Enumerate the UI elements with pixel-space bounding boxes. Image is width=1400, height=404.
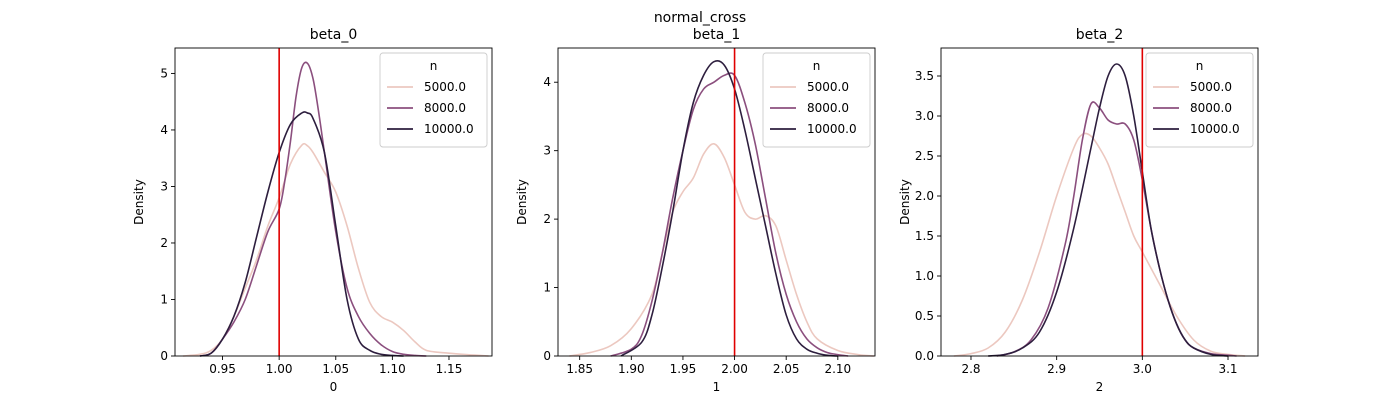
legend-entry-label: 8000.0	[424, 101, 466, 115]
axes-frame	[940, 47, 1259, 357]
y-tick-label: 3	[543, 144, 551, 158]
legend-entry-label: 10000.0	[807, 122, 857, 136]
x-tick-label: 2.05	[773, 362, 800, 376]
legend-title: n	[813, 59, 821, 73]
legend-entry-label: 10000.0	[424, 122, 474, 136]
chart-panel-beta-2: 2.8 2.9 3.0 3.1 0.0 0.5 1.0 1.5 2.0 2.5 3.0 3.5 beta…	[898, 27, 1259, 394]
legend-title: n	[430, 59, 438, 73]
y-tick-label: 1	[160, 292, 168, 306]
chart-panel-beta-1: 1.85 1.90 1.95 2.00 2.05 2.10 0 1 2 3 4 beta_1 1 Dens…	[515, 27, 876, 394]
series-line-8000-0	[199, 61, 427, 357]
y-axis-label: Density	[515, 179, 529, 225]
legend-entry-label: 5000.0	[807, 80, 849, 94]
x-tick-label: 1.15	[436, 362, 463, 376]
x-tick-label: 1.10	[379, 362, 406, 376]
x-tick-label: 2.10	[824, 362, 851, 376]
chart-title: beta_2	[1076, 27, 1123, 43]
x-tick-label: 0.95	[209, 362, 236, 376]
y-tick-label: 2.0	[915, 189, 934, 203]
y-tick-label: 1.0	[915, 269, 934, 283]
x-tick-label: 1.95	[670, 362, 697, 376]
series-line-5000-0	[182, 142, 489, 357]
x-tick-label: 3.0	[1133, 362, 1152, 376]
y-tick-label: 0.0	[915, 349, 934, 363]
legend-box	[379, 52, 488, 148]
x-tick-label: 3.1	[1218, 362, 1237, 376]
x-tick-label: 1.85	[566, 362, 593, 376]
y-tick-label: 0.5	[915, 309, 934, 323]
x-tick-label: 1.00	[266, 362, 293, 376]
x-axis-label: 2	[1096, 380, 1104, 394]
x-tick-label: 1.05	[322, 362, 349, 376]
y-tick-label: 0	[160, 349, 168, 363]
y-tick-label: 0	[543, 349, 551, 363]
y-tick-label: 4	[543, 75, 551, 89]
legend-entry-label: 10000.0	[1190, 122, 1240, 136]
legend-box	[1145, 52, 1254, 148]
y-tick-label: 3	[160, 179, 168, 193]
axes-frame	[557, 47, 876, 357]
legend-entry-label: 8000.0	[1190, 101, 1232, 115]
series-line-5000-0	[569, 143, 875, 357]
series-line-5000-0	[953, 132, 1246, 357]
x-tick-label: 1.90	[618, 362, 645, 376]
series-line-10000-0	[988, 63, 1229, 357]
x-tick-label: 2.00	[721, 362, 748, 376]
legend-box	[762, 52, 871, 148]
figure-suptitle: normal_cross	[654, 10, 746, 26]
legend-title: n	[1196, 59, 1204, 73]
legend-entry-label: 5000.0	[1190, 80, 1232, 94]
chart-panel-beta-0: 0.95 1.00 1.05 1.10 1.15 0 1 2 3 4 5 beta_0 0 Density…	[132, 27, 493, 394]
y-tick-label: 3.0	[915, 109, 934, 123]
legend-entry-label: 5000.0	[424, 80, 466, 94]
y-tick-label: 2	[543, 212, 551, 226]
legend-entry-label: 8000.0	[807, 101, 849, 115]
legend: n 5000.0 8000.0 10000.0	[1145, 52, 1254, 148]
legend: n 5000.0 8000.0 10000.0	[762, 52, 871, 148]
x-axis-label: 0	[330, 380, 338, 394]
y-tick-label: 3.5	[915, 69, 934, 83]
y-axis-label: Density	[132, 179, 146, 225]
x-axis-label: 1	[713, 380, 721, 394]
y-tick-label: 5	[160, 66, 168, 80]
y-tick-label: 2.5	[915, 149, 934, 163]
axes-frame	[174, 47, 493, 357]
x-tick-label: 2.8	[961, 362, 980, 376]
chart-title: beta_1	[693, 27, 740, 43]
legend: n 5000.0 8000.0 10000.0	[379, 52, 488, 148]
y-axis-label: Density	[898, 179, 912, 225]
x-tick-label: 2.9	[1047, 362, 1066, 376]
y-tick-label: 2	[160, 236, 168, 250]
chart-title: beta_0	[310, 27, 357, 43]
y-tick-label: 4	[160, 123, 168, 137]
series-line-10000-0	[199, 111, 404, 357]
y-tick-label: 1.5	[915, 229, 934, 243]
y-tick-label: 1	[543, 281, 551, 295]
